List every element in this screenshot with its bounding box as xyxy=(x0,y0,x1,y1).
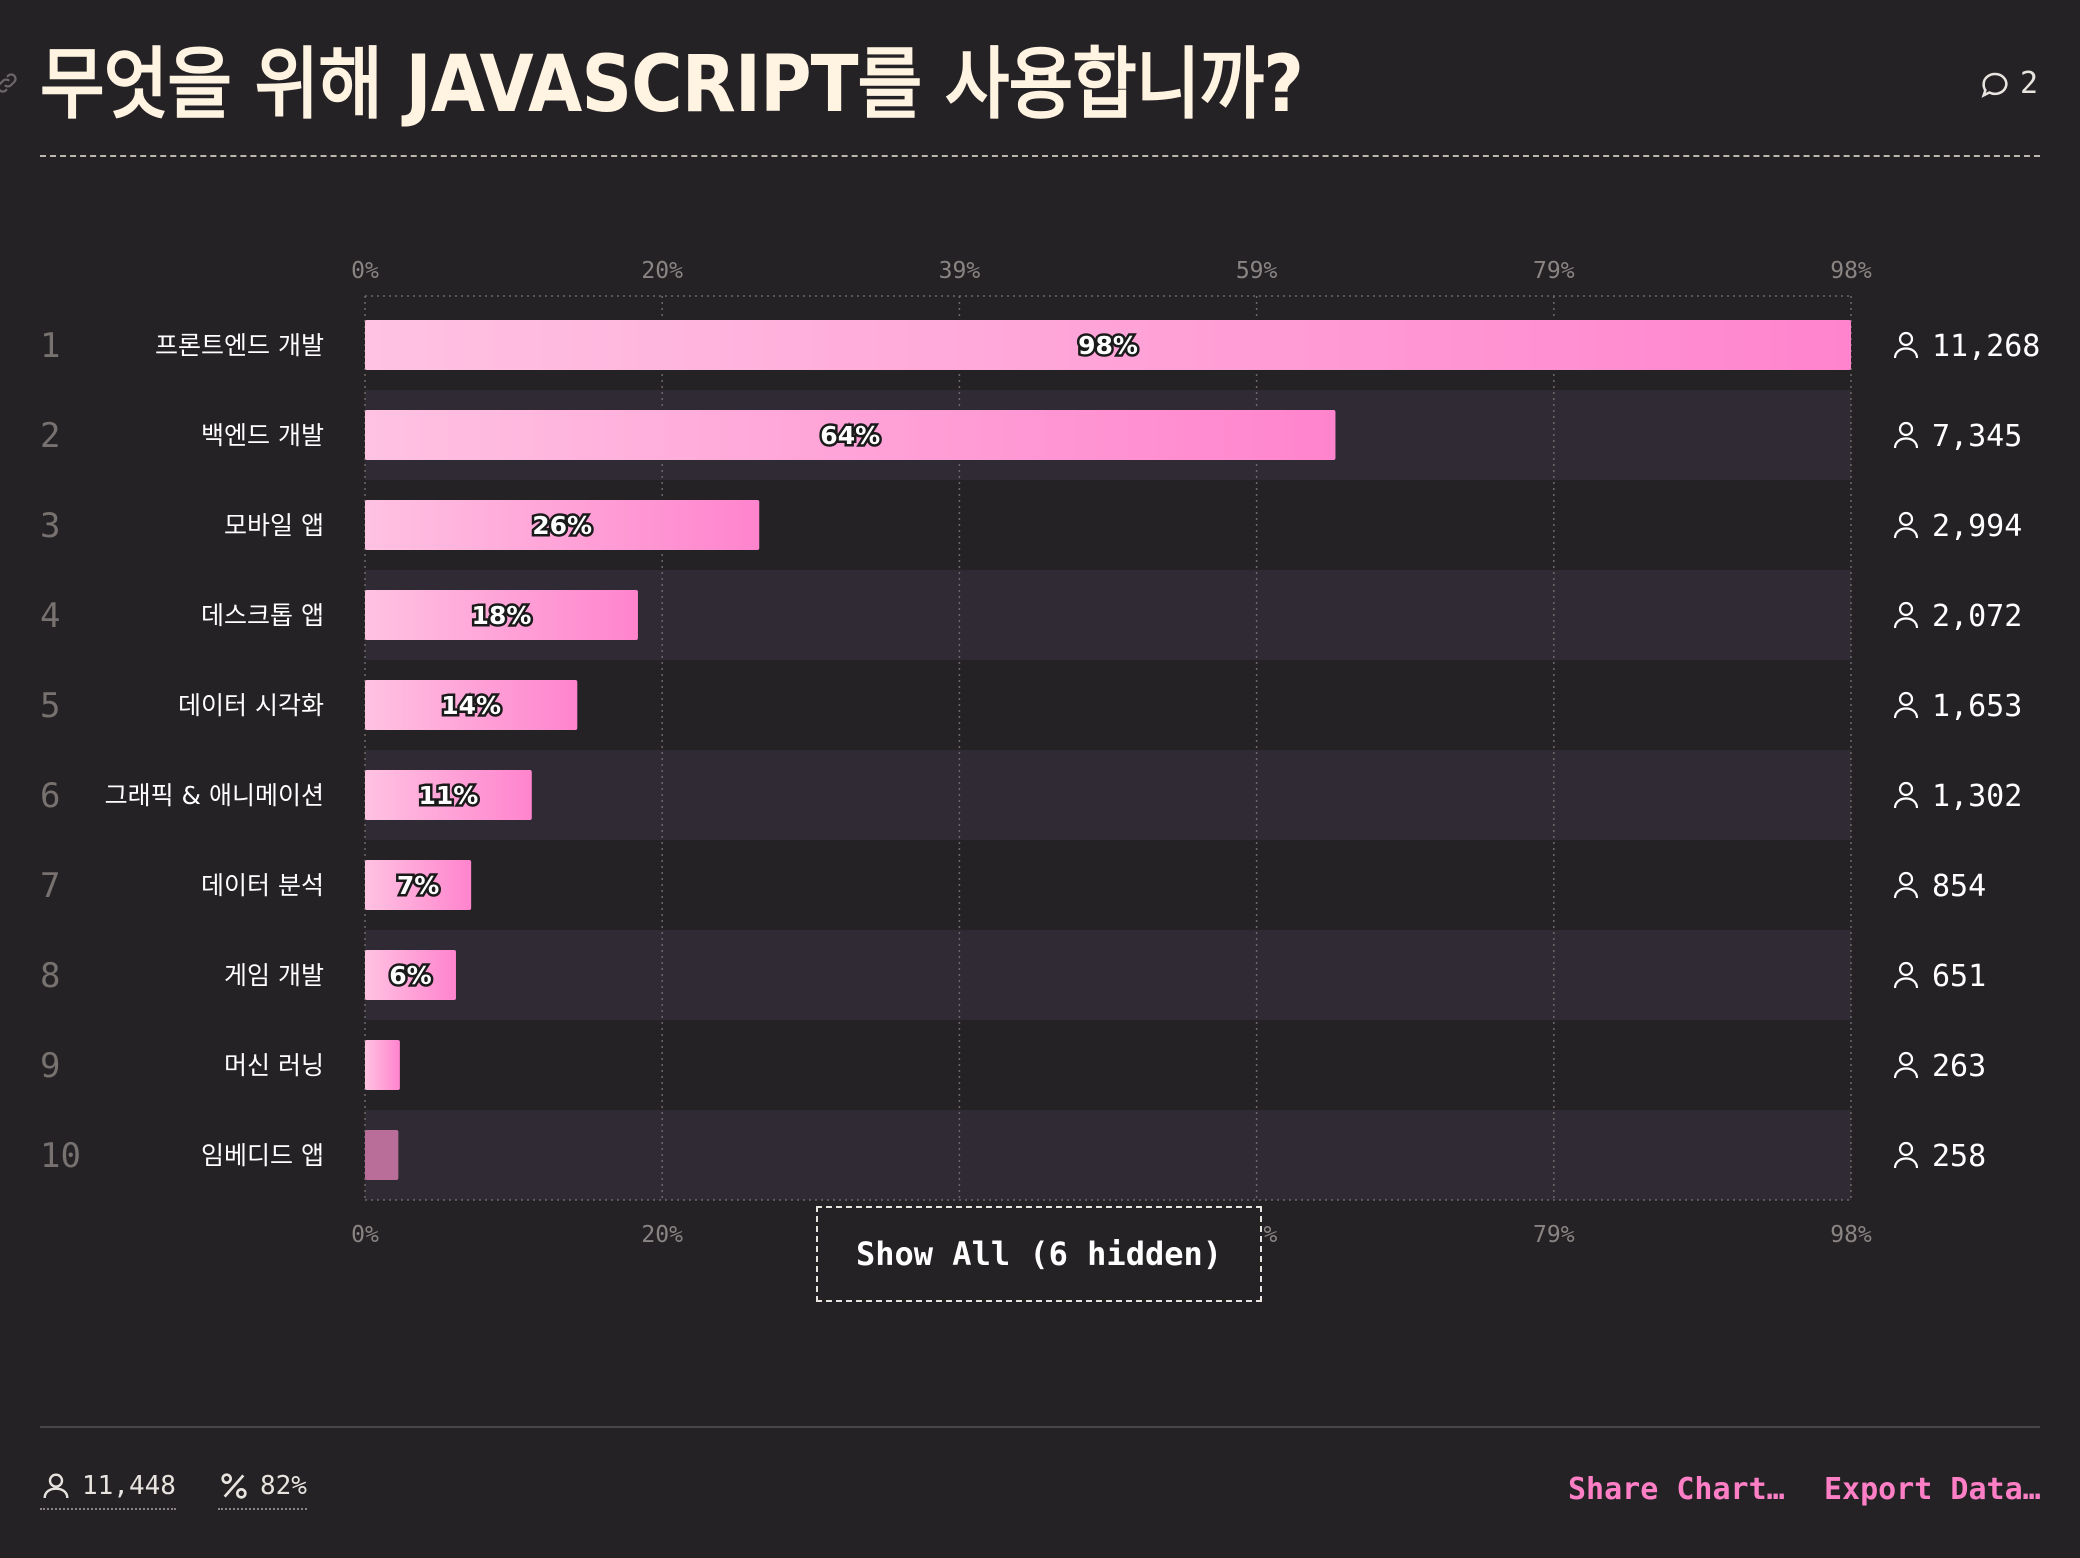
percent-value: 82% xyxy=(260,1471,307,1501)
user-icon xyxy=(1893,1141,1919,1169)
rank-number: 4 xyxy=(40,596,60,636)
category-label: 데스크톱 앱 xyxy=(201,601,324,630)
respondent-count: 2,994 xyxy=(1932,509,2022,544)
x-tick-label-top: 79% xyxy=(1533,258,1575,284)
bar[interactable] xyxy=(365,410,1336,460)
comment-count: 2 xyxy=(2019,66,2038,101)
x-tick-label-top: 20% xyxy=(641,258,683,284)
respondent-count: 11,268 xyxy=(1932,329,2040,364)
rank-number: 5 xyxy=(40,686,60,726)
row-band xyxy=(365,750,1851,840)
x-tick-label-bottom: 98% xyxy=(1830,1222,1872,1248)
user-icon xyxy=(1893,421,1919,449)
bar[interactable] xyxy=(365,1040,400,1090)
respondent-count: 263 xyxy=(1932,1049,1986,1084)
user-icon xyxy=(1893,961,1919,989)
bar-value-label: 64% xyxy=(820,421,880,450)
respondent-count: 2,072 xyxy=(1932,599,2022,634)
category-label: 데이터 분석 xyxy=(201,871,324,900)
x-tick-label-bottom: 0% xyxy=(351,1222,379,1248)
user-icon xyxy=(1893,691,1919,719)
respondent-count: 258 xyxy=(1932,1139,1986,1174)
comments-button[interactable]: 2 xyxy=(1978,66,2038,101)
respondents-stat[interactable]: 11,448 xyxy=(40,1470,176,1510)
header-divider xyxy=(40,155,2040,157)
bar-value-label: 7% xyxy=(397,871,439,900)
rank-number: 8 xyxy=(40,956,60,996)
user-icon xyxy=(43,1473,69,1499)
bar-value-label: 18% xyxy=(472,601,532,630)
category-label: 임베디드 앱 xyxy=(201,1141,324,1170)
rank-number: 9 xyxy=(40,1046,60,1086)
respondent-count: 1,653 xyxy=(1932,689,2022,724)
x-tick-label-top: 59% xyxy=(1236,258,1278,284)
respondent-count: 1,302 xyxy=(1932,779,2022,814)
category-label: 머신 러닝 xyxy=(224,1051,324,1080)
percent-stat[interactable]: 82% xyxy=(218,1470,307,1510)
rank-number: 2 xyxy=(40,416,60,456)
bar[interactable] xyxy=(365,590,638,640)
bar-value-label: 98% xyxy=(1078,331,1138,360)
respondent-count: 7,345 xyxy=(1932,419,2022,454)
user-icon xyxy=(1893,1051,1919,1079)
page-title: 무엇을 위해 JAVASCRIPT를 사용합니까? xyxy=(40,40,1304,130)
x-tick-label-bottom: 79% xyxy=(1533,1222,1575,1248)
bar[interactable] xyxy=(365,770,532,820)
percent-icon xyxy=(221,1473,247,1499)
user-icon xyxy=(1893,331,1919,359)
category-label: 백엔드 개발 xyxy=(201,421,324,450)
category-label: 프론트엔드 개발 xyxy=(155,331,324,360)
x-tick-label-top: 98% xyxy=(1830,258,1872,284)
link-icon[interactable] xyxy=(0,70,20,96)
rank-number: 10 xyxy=(40,1136,81,1176)
bar[interactable] xyxy=(365,320,1851,370)
respondent-count: 651 xyxy=(1932,959,1986,994)
category-label: 데이터 시각화 xyxy=(178,691,324,720)
x-tick-label-top: 0% xyxy=(351,258,379,284)
rank-number: 3 xyxy=(40,506,60,546)
share-chart-link[interactable]: Share Chart… xyxy=(1568,1472,1785,1507)
bar[interactable] xyxy=(365,950,456,1000)
user-icon xyxy=(1893,511,1919,539)
rank-number: 6 xyxy=(40,776,60,816)
export-data-link[interactable]: Export Data… xyxy=(1824,1472,2041,1507)
bar-value-label: 26% xyxy=(532,511,592,540)
category-label: 모바일 앱 xyxy=(224,511,324,540)
bar[interactable] xyxy=(365,680,578,730)
show-all-button[interactable]: Show All (6 hidden) xyxy=(816,1206,1262,1302)
row-band xyxy=(365,930,1851,1020)
comment-icon xyxy=(1981,72,2008,98)
bar-value-label: 14% xyxy=(441,691,501,720)
user-icon xyxy=(1893,781,1919,809)
bar[interactable] xyxy=(365,500,760,550)
x-tick-label-bottom: 20% xyxy=(641,1222,683,1248)
rank-number: 7 xyxy=(40,866,60,906)
category-label: 그래픽 & 애니메이션 xyxy=(105,781,324,810)
bar[interactable] xyxy=(365,860,472,910)
footer-divider xyxy=(40,1426,2040,1428)
bar-value-label: 6% xyxy=(389,961,431,990)
bar-value-label: 11% xyxy=(418,781,478,810)
bar[interactable] xyxy=(365,1130,399,1180)
user-icon xyxy=(1893,601,1919,629)
respondents-count: 11,448 xyxy=(82,1471,176,1501)
category-label: 게임 개발 xyxy=(224,961,324,990)
x-tick-label-top: 39% xyxy=(939,258,981,284)
row-band xyxy=(365,1110,1851,1200)
respondent-count: 854 xyxy=(1932,869,1986,904)
rank-number: 1 xyxy=(40,326,60,366)
user-icon xyxy=(1893,871,1919,899)
